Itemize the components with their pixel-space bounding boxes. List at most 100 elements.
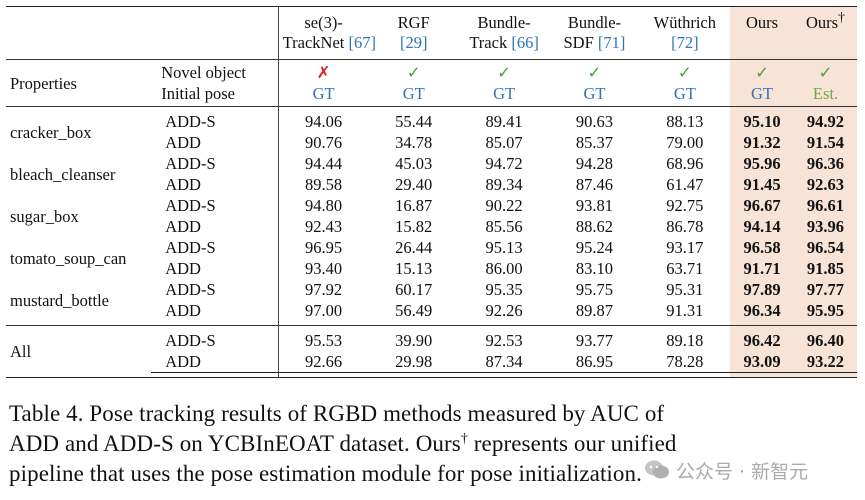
method-header-5: Ours <box>730 6 794 60</box>
value-cell: 96.54 <box>793 237 857 258</box>
initial-pose-value: GT <box>312 84 335 103</box>
object-name: sugar_box <box>10 206 79 226</box>
value-cell: 26.44 <box>395 238 433 257</box>
value-cell: 96.42 <box>730 330 794 351</box>
value-cell: 96.40 <box>793 330 857 351</box>
object-name: bleach_cleanser <box>10 164 116 184</box>
value-cell: 89.41 <box>485 112 523 131</box>
property-cell-3: ✓ GT <box>549 59 640 107</box>
method-header-6: Ours† <box>793 6 857 60</box>
value-cell: 97.00 <box>305 301 343 320</box>
object-name: All <box>10 341 32 361</box>
method-name-second: SDF <box>563 33 594 52</box>
method-name-line2: Track [66] <box>463 33 545 53</box>
initial-pose-value: GT <box>751 84 773 103</box>
value-cell: 15.13 <box>395 259 433 278</box>
table-row: mustard_bottle ADD-S 97.92 60.17 95.35 95.75 9… <box>6 279 857 310</box>
value-cell: 94.72 <box>485 154 523 173</box>
watermark: 公众号 · 新智元 <box>644 456 854 484</box>
value-cell: 91.45 <box>730 174 794 195</box>
value-cell: 93.77 <box>575 331 614 350</box>
citation-link[interactable]: [29] <box>399 33 428 52</box>
method-header-0: se(3)- TrackNet [67] <box>278 6 376 60</box>
wechat-logo-icon <box>644 459 670 481</box>
method-name-text: Ours <box>745 13 779 32</box>
value-cell: 90.63 <box>575 112 614 131</box>
table-row: ADD 93.40 15.13 86.00 83.10 63.71 91.71 91.85 <box>6 258 857 279</box>
caption-line-1: Table 4. Pose tracking results of RGBD m… <box>9 401 665 426</box>
method-name-second: Track <box>469 33 508 52</box>
check-mark-icon: ✓ <box>755 63 769 82</box>
table-row: cracker_box ADD-S 94.06 55.44 89.41 90.63 88.1… <box>6 111 857 142</box>
citation-link[interactable]: [67] <box>348 33 376 52</box>
table-row: bleach_cleanser ADD-S 94.44 45.03 94.72 94.28… <box>6 153 857 184</box>
method-name: Ours <box>734 13 790 33</box>
value-cell: 92.43 <box>305 217 343 236</box>
value-cell: 90.22 <box>485 196 523 215</box>
block-spacer <box>6 321 857 326</box>
value-cell: 86.00 <box>485 259 523 278</box>
metric-name: ADD <box>151 132 279 153</box>
value-cell: 45.03 <box>395 154 433 173</box>
value-cell: 91.71 <box>730 258 794 279</box>
value-cell: 86.95 <box>549 351 640 373</box>
cross-mark-icon: ✗ <box>316 63 331 82</box>
caption-line-2b: represents our unified <box>467 431 677 456</box>
value-cell: 85.37 <box>575 133 614 152</box>
value-cell: 92.53 <box>485 331 523 350</box>
value-cell: 55.44 <box>395 112 433 131</box>
novel-object-label: Novel object <box>161 63 246 82</box>
property-cell-2: ✓ GT <box>458 59 550 107</box>
value-cell: 86.78 <box>666 217 704 236</box>
metric-name: ADD-S <box>151 153 279 174</box>
table-row: All ADD-S 95.53 39.90 92.53 93.77 89.18 96.42 96… <box>6 330 857 361</box>
value-cell: 96.67 <box>730 195 794 216</box>
method-name: Ours† <box>798 11 853 33</box>
method-name-line2: [29] <box>373 33 455 53</box>
value-cell: 85.56 <box>485 217 523 236</box>
value-cell: 39.90 <box>395 331 433 350</box>
value-cell: 87.46 <box>575 175 614 194</box>
metric-name: ADD <box>151 216 279 237</box>
value-cell: 78.28 <box>639 351 731 373</box>
method-name: Wüthrich <box>644 13 726 33</box>
header-empty-cell <box>6 6 279 60</box>
initial-pose-value: GT <box>583 84 606 103</box>
value-cell: 96.58 <box>730 237 794 258</box>
citation-link[interactable]: [66] <box>511 33 539 52</box>
value-cell: 92.63 <box>793 174 857 195</box>
caption-line-2: ADD and ADD-S on YCBInEOAT dataset. Ours… <box>9 429 859 459</box>
metric-name: ADD-S <box>151 195 279 216</box>
initial-pose-label: Initial pose <box>161 84 235 103</box>
value-cell: 94.14 <box>730 216 794 237</box>
value-cell: 83.10 <box>575 259 614 278</box>
value-cell: 97.77 <box>793 279 857 300</box>
value-cell: 85.07 <box>485 133 523 152</box>
value-cell: 96.34 <box>730 300 794 321</box>
table-row: sugar_box ADD-S 94.80 16.87 90.22 93.81 92.75 9… <box>6 195 857 226</box>
value-cell: 95.10 <box>730 111 794 132</box>
group-spacer <box>6 325 857 330</box>
initial-pose-value: GT <box>402 84 425 103</box>
table-row: tomato_soup_can ADD-S 96.95 26.44 95.13 95.24… <box>6 237 857 268</box>
method-header-row: se(3)- TrackNet [67] RGF [29] Bundle- Track [… <box>6 6 857 60</box>
table-row: ADD 89.58 29.40 89.34 87.46 61.47 91.45 92.63 <box>6 174 857 195</box>
table-row: ADD 90.76 34.78 85.07 85.37 79.00 91.32 91.54 <box>6 132 857 153</box>
value-cell: 93.96 <box>793 216 857 237</box>
citation-link[interactable]: [71] <box>597 33 626 52</box>
method-name-text: Bundle- <box>477 13 531 32</box>
value-cell: 93.09 <box>730 351 794 373</box>
property-cell-0: ✗ GT <box>278 59 369 107</box>
value-cell: 16.87 <box>395 196 433 215</box>
initial-pose-value: Est. <box>812 84 839 103</box>
citation-link[interactable]: [72] <box>671 33 699 52</box>
value-cell: 95.75 <box>575 280 614 299</box>
value-cell: 61.47 <box>666 175 704 194</box>
method-header-2: Bundle- Track [66] <box>458 6 550 60</box>
method-name-text: se(3)- <box>304 13 343 32</box>
check-mark-icon: ✓ <box>818 63 833 82</box>
value-cell: 90.76 <box>305 133 343 152</box>
value-cell: 89.58 <box>305 175 343 194</box>
results-table-container: se(3)- TrackNet [67] RGF [29] Bundle- Track [… <box>6 6 857 378</box>
method-name-line2: SDF [71] <box>553 33 635 53</box>
